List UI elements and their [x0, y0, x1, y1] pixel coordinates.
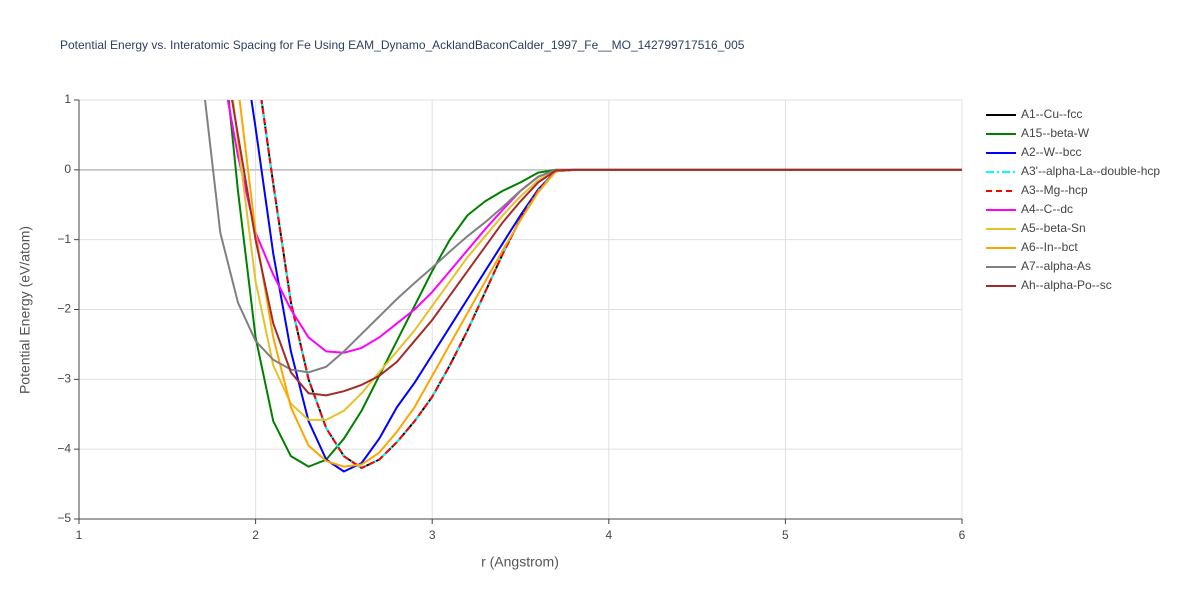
series-line	[238, 100, 962, 468]
legend-label: Ah--alpha-Po--sc	[1021, 278, 1112, 292]
y-tick-label: −2	[57, 302, 71, 316]
y-tick-label: 0	[64, 162, 71, 176]
series-line	[227, 100, 962, 468]
legend-label: A3--Mg--hcp	[1021, 183, 1088, 197]
x-tick-label: 5	[782, 528, 789, 542]
y-tick-label: −5	[57, 511, 71, 525]
series-line	[226, 100, 962, 354]
x-tick-label: 2	[252, 528, 259, 542]
x-tick-label: 3	[429, 528, 436, 542]
plot-area	[204, 100, 962, 473]
x-tick-label: 1	[76, 528, 83, 542]
y-tick-label: −4	[57, 441, 71, 455]
x-tick-label: 6	[959, 528, 966, 542]
x-tick-label: 4	[605, 528, 612, 542]
y-axis-title: Potential Energy (eV/atom)	[17, 226, 33, 394]
axes: 1 2 3 4 5 6 −5 −4 −3 −2 −1 0 1	[57, 92, 965, 542]
legend: A1--Cu--fcc A15--beta-W A2--W--bcc A3'--alp…	[986, 107, 1160, 292]
legend-label: A3'--alpha-La--double-hcp	[1021, 164, 1160, 178]
legend-label: A15--beta-W	[1021, 126, 1090, 140]
series-line	[204, 100, 962, 374]
series-line	[260, 100, 962, 470]
series-line	[260, 100, 962, 470]
legend-label: A1--Cu--fcc	[1021, 107, 1082, 121]
x-axis-title: r (Angstrom)	[481, 554, 559, 570]
y-tick-label: −3	[57, 372, 71, 386]
legend-label: A4--C--dc	[1021, 202, 1073, 216]
legend-label: A6--In--bct	[1021, 240, 1078, 254]
legend-label: A7--alpha-As	[1021, 259, 1091, 273]
legend-label: A5--beta-Sn	[1021, 221, 1086, 235]
series-line	[231, 100, 962, 397]
y-tick-label: 1	[64, 92, 71, 106]
series-line	[260, 100, 962, 470]
series-line	[232, 100, 962, 421]
chart-title: Potential Energy vs. Interatomic Spacing…	[60, 38, 745, 52]
legend-label: A2--W--bcc	[1021, 145, 1081, 159]
y-tick-label: −1	[57, 232, 71, 246]
